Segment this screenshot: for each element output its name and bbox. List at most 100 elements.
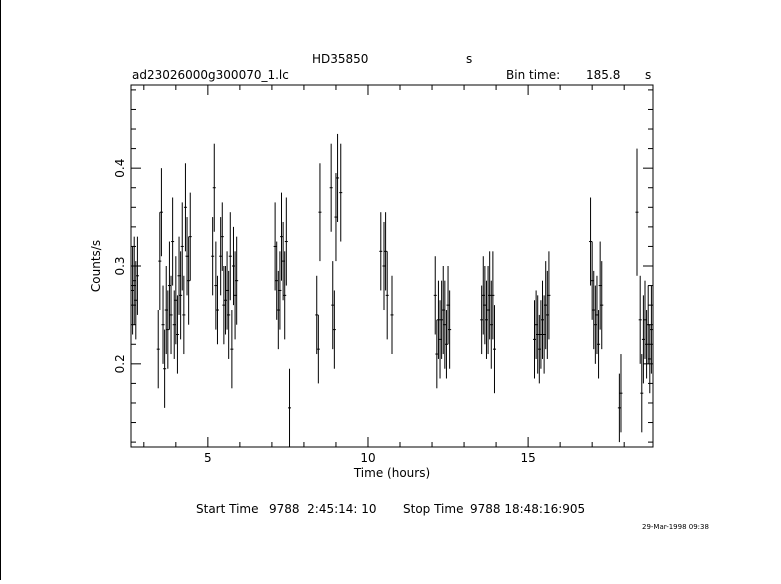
data-point bbox=[489, 280, 493, 369]
data-point bbox=[545, 270, 549, 359]
data-point bbox=[219, 217, 223, 296]
data-point bbox=[284, 197, 288, 286]
data-point bbox=[131, 246, 135, 335]
data-point bbox=[134, 261, 138, 340]
data-point bbox=[483, 266, 487, 345]
data-point bbox=[385, 251, 389, 340]
data-point bbox=[593, 285, 597, 364]
data-point bbox=[227, 270, 231, 359]
data-point bbox=[649, 285, 653, 374]
y-axis-label: Counts/s bbox=[89, 240, 103, 292]
data-point bbox=[215, 275, 219, 345]
data-point bbox=[275, 241, 279, 320]
data-point bbox=[161, 285, 165, 364]
data-point bbox=[444, 310, 448, 379]
data-point bbox=[598, 241, 602, 330]
data-point bbox=[638, 275, 642, 364]
data-point bbox=[158, 212, 162, 311]
data-point bbox=[537, 314, 541, 384]
data-point bbox=[541, 280, 545, 359]
data-point bbox=[544, 261, 548, 350]
data-point bbox=[185, 217, 189, 296]
stop-time-value: 9788 18:48:16:905 bbox=[470, 502, 585, 516]
data-point bbox=[235, 236, 239, 325]
x-tick-label: 10 bbox=[360, 451, 375, 465]
data-point bbox=[280, 192, 284, 281]
data-point bbox=[230, 310, 234, 389]
data-point bbox=[288, 368, 292, 447]
data-point bbox=[597, 310, 601, 379]
data-point bbox=[536, 295, 540, 374]
data-point bbox=[166, 290, 170, 369]
data-point bbox=[619, 354, 623, 433]
x-axis-label: Time (hours) bbox=[353, 466, 430, 480]
data-point bbox=[484, 280, 488, 359]
data-point bbox=[334, 173, 338, 262]
data-point bbox=[187, 236, 191, 325]
data-point bbox=[278, 251, 282, 330]
data-point bbox=[643, 280, 647, 359]
data-point bbox=[592, 270, 596, 350]
data-point bbox=[435, 319, 439, 389]
data-point bbox=[382, 221, 386, 311]
data-point bbox=[491, 251, 495, 340]
start-time-value: 9788 2:45:14: 10 bbox=[269, 502, 377, 516]
data-point bbox=[595, 275, 599, 355]
data-point bbox=[488, 251, 492, 340]
data-point bbox=[617, 373, 621, 443]
data-point bbox=[440, 280, 444, 359]
data-point bbox=[174, 256, 178, 345]
axis-tick-labels: 5 10 15 0.2 0.3 0.4 bbox=[113, 159, 536, 465]
x-tick-label: 15 bbox=[520, 451, 535, 465]
data-point bbox=[156, 310, 160, 389]
data-point bbox=[480, 285, 484, 355]
data-point bbox=[648, 324, 652, 394]
data-point bbox=[316, 314, 320, 384]
data-point bbox=[276, 270, 280, 350]
data-point bbox=[486, 266, 490, 355]
data-point bbox=[547, 251, 551, 340]
data-point bbox=[169, 275, 173, 355]
object-name: HD35850 bbox=[312, 52, 368, 66]
data-point bbox=[163, 329, 167, 408]
data-point bbox=[332, 290, 336, 369]
data-point bbox=[635, 148, 639, 276]
plot-frame bbox=[130, 84, 654, 448]
data-point bbox=[533, 300, 537, 379]
data-point bbox=[273, 202, 277, 291]
data-point bbox=[211, 217, 215, 296]
bin-time-value: 185.8 bbox=[586, 68, 620, 82]
start-time-label: Start Time bbox=[196, 502, 259, 516]
data-point bbox=[589, 197, 593, 286]
data-point bbox=[182, 275, 186, 355]
data-point bbox=[179, 251, 183, 340]
data-point bbox=[590, 241, 594, 320]
data-point bbox=[177, 236, 181, 315]
y-tick-label: 0.4 bbox=[113, 159, 127, 178]
data-point bbox=[492, 305, 496, 394]
data-point bbox=[220, 202, 224, 271]
bin-time-unit: s bbox=[645, 68, 651, 82]
data-point bbox=[542, 295, 546, 374]
data-point bbox=[212, 143, 216, 232]
data-point bbox=[436, 280, 440, 359]
data-point bbox=[281, 221, 285, 301]
data-point bbox=[283, 251, 287, 340]
data-point bbox=[448, 290, 452, 369]
data-point bbox=[135, 236, 139, 315]
data-point bbox=[159, 168, 163, 257]
data-point bbox=[188, 192, 192, 281]
data-point bbox=[331, 261, 335, 350]
data-point bbox=[384, 212, 388, 291]
data-point bbox=[443, 280, 447, 369]
data-point bbox=[433, 256, 437, 335]
data-point bbox=[438, 300, 442, 379]
data-point bbox=[390, 275, 394, 355]
data-point bbox=[222, 266, 226, 345]
bin-time-label: Bin time: bbox=[506, 68, 560, 82]
data-point bbox=[339, 143, 343, 242]
plot-date: 29-Mar-1998 09:38 bbox=[642, 523, 709, 531]
data-point bbox=[446, 266, 450, 345]
